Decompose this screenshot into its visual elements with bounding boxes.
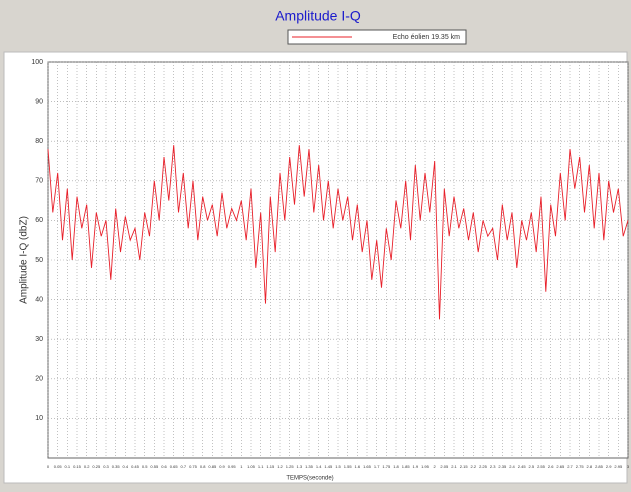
chart-title: Amplitude I-Q	[275, 8, 361, 24]
x-tick-label: 2.75	[576, 464, 585, 469]
x-tick-label: 1.9	[413, 464, 419, 469]
x-tick-label: 1.2	[277, 464, 283, 469]
x-tick-label: 0.4	[123, 464, 129, 469]
x-tick-label: 2.8	[587, 464, 593, 469]
x-tick-label: 0.15	[73, 464, 82, 469]
x-tick-label: 1.75	[382, 464, 391, 469]
x-tick-label: 0.35	[112, 464, 121, 469]
x-tick-label: 1.7	[374, 464, 380, 469]
x-tick-label: 1.5	[335, 464, 341, 469]
legend-label: Echo éolien 19.35 km	[393, 34, 460, 41]
y-tick-label: 100	[31, 59, 43, 66]
x-tick-label: 2.1	[451, 464, 457, 469]
x-tick-label: 0.5	[142, 464, 148, 469]
x-tick-label: 2.25	[479, 464, 488, 469]
x-tick-label: 1.35	[305, 464, 314, 469]
x-tick-label: 2.95	[614, 464, 623, 469]
x-tick-label: 0.3	[103, 464, 109, 469]
x-tick-label: 0.2	[84, 464, 90, 469]
y-axis-label: Amplitude I-Q (dbZ)	[19, 216, 30, 304]
x-tick-label: 0.7	[181, 464, 187, 469]
x-tick-label: 1.05	[247, 464, 256, 469]
x-tick-label: 0.25	[92, 464, 101, 469]
x-tick-label: 1.4	[316, 464, 322, 469]
x-tick-label: 2.65	[556, 464, 565, 469]
x-tick-label: 0.75	[189, 464, 198, 469]
x-tick-label: 2.4	[509, 464, 515, 469]
x-tick-label: 1.95	[421, 464, 430, 469]
x-tick-label: 0.05	[54, 464, 63, 469]
x-tick-label: 0.65	[170, 464, 179, 469]
x-tick-label: 1.65	[363, 464, 372, 469]
x-tick-label: 0.55	[150, 464, 159, 469]
x-tick-label: 1.15	[266, 464, 275, 469]
x-tick-label: 0	[47, 464, 50, 469]
x-tick-label: 1.6	[355, 464, 361, 469]
y-tick-label: 60	[35, 217, 43, 224]
x-tick-label: 1.45	[324, 464, 333, 469]
x-tick-label: 1.85	[402, 464, 411, 469]
x-tick-label: 0.8	[200, 464, 206, 469]
y-tick-label: 90	[35, 98, 43, 105]
x-tick-label: 2.7	[567, 464, 573, 469]
x-tick-label: 2.9	[606, 464, 612, 469]
x-tick-label: 1.25	[286, 464, 295, 469]
x-tick-label: 2.15	[460, 464, 469, 469]
x-tick-label: 1.1	[258, 464, 264, 469]
x-tick-label: 1.55	[344, 464, 353, 469]
x-tick-label: 2.6	[548, 464, 554, 469]
legend-box	[287, 29, 467, 45]
x-tick-label: 2.05	[440, 464, 449, 469]
x-tick-label: 0.95	[228, 464, 237, 469]
x-tick-label: 0.85	[208, 464, 217, 469]
series-line	[47, 145, 629, 320]
x-tick-label: 2.5	[529, 464, 535, 469]
x-tick-label: 1.3	[297, 464, 303, 469]
x-tick-label: 0.1	[65, 464, 71, 469]
y-tick-label: 70	[35, 178, 43, 185]
x-tick-label: 0.45	[131, 464, 140, 469]
x-tick-label: 3	[627, 464, 630, 469]
x-tick-label: 0.9	[219, 464, 225, 469]
x-tick-label: 2	[434, 464, 437, 469]
y-tick-label: 10	[35, 415, 43, 422]
x-tick-label: 1.8	[393, 464, 399, 469]
y-tick-label: 40	[35, 296, 43, 303]
x-tick-label: 2.55	[537, 464, 546, 469]
x-axis-label: TEMPS(seconde)	[286, 476, 333, 482]
y-tick-label: 20	[35, 376, 43, 383]
x-tick-label: 2.2	[471, 464, 477, 469]
y-tick-label: 30	[35, 336, 43, 343]
y-tick-label: 50	[35, 257, 43, 264]
x-tick-label: 2.3	[490, 464, 496, 469]
x-tick-label: 2.35	[498, 464, 507, 469]
x-tick-label: 1	[240, 464, 243, 469]
x-tick-label: 2.45	[518, 464, 527, 469]
y-tick-label: 80	[35, 138, 43, 145]
x-tick-label: 2.85	[595, 464, 604, 469]
x-tick-label: 0.6	[161, 464, 167, 469]
